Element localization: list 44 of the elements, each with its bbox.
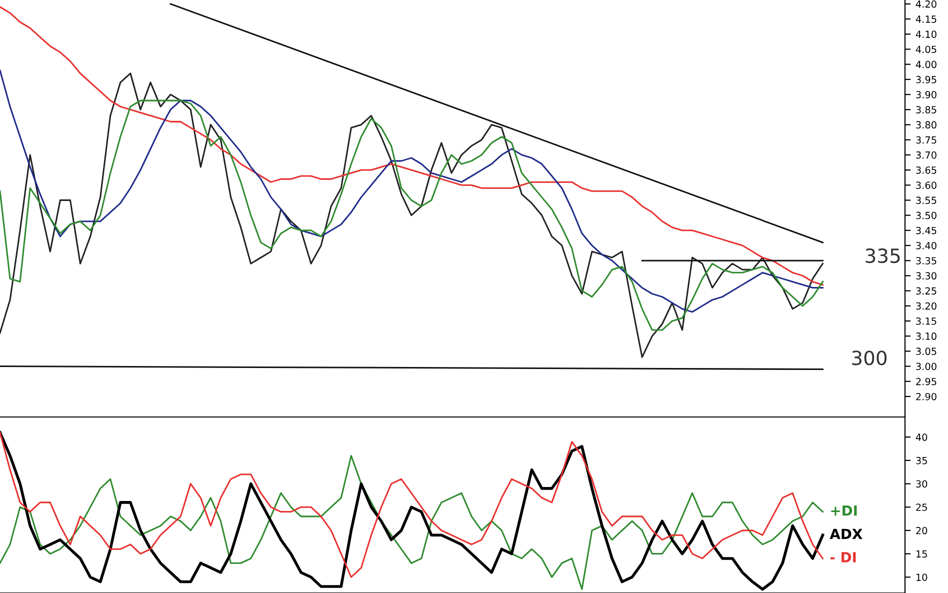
y-tick-label: 4.00 (916, 60, 936, 68)
y-tick-label: 4.05 (916, 46, 936, 54)
y-tick-label: 3.10 (916, 332, 936, 340)
y-tick-label: 3.05 (916, 348, 936, 356)
y-tick-label: 40 (916, 434, 928, 441)
text: 335 (866, 248, 900, 264)
y-tick-label: 3.70 (916, 151, 936, 159)
y-tick-label: 3.20 (916, 302, 936, 310)
series-label: +DI (831, 505, 857, 516)
line-series (0, 100, 824, 331)
y-tick-label: 2.95 (916, 378, 936, 386)
y-tick-label: 3.40 (916, 242, 936, 250)
y-tick-label: 4.15 (916, 16, 936, 23)
series-label: ADX (830, 528, 862, 539)
y-tick-label: 35 (916, 456, 927, 464)
y-tick-label: 3.35 (916, 257, 936, 264)
y-tick-label: 30 (916, 480, 928, 488)
y-tick-label: 3.55 (916, 196, 936, 204)
y-tick-label: 3.80 (916, 121, 936, 129)
y-tick-label: 3.75 (916, 136, 936, 144)
y-tick-label: 15 (916, 550, 927, 558)
y-tick-label: 3.95 (916, 76, 936, 84)
y-tick-label: 3.25 (916, 287, 936, 295)
y-tick-label: 25 (916, 504, 927, 511)
y-tick-label: 20 (916, 526, 928, 534)
line-series (0, 70, 824, 313)
y-tick-label: 4.10 (916, 30, 936, 38)
y-tick-label: 3.60 (916, 182, 936, 189)
y-tick-label: 3.65 (916, 166, 936, 174)
y-tick-label: 4.20 (916, 0, 936, 8)
text: 300 (852, 350, 887, 366)
y-tick-label: 10 (916, 574, 928, 581)
y-tick-label: 3.15 (916, 317, 936, 325)
line-series (0, 72, 824, 358)
y-tick-label: 3.85 (916, 106, 936, 114)
line-series (0, 6, 824, 286)
y-tick-label: 3.90 (916, 90, 936, 98)
line-series (0, 454, 824, 590)
y-tick-label: 3.50 (916, 212, 936, 220)
y-tick-label: 3.45 (916, 226, 936, 234)
y-tick-label: 3.00 (916, 362, 936, 370)
y-tick-label: 3.30 (916, 272, 936, 280)
y-tick-label: 2.90 (916, 392, 936, 400)
series-label: - DI (830, 552, 856, 562)
